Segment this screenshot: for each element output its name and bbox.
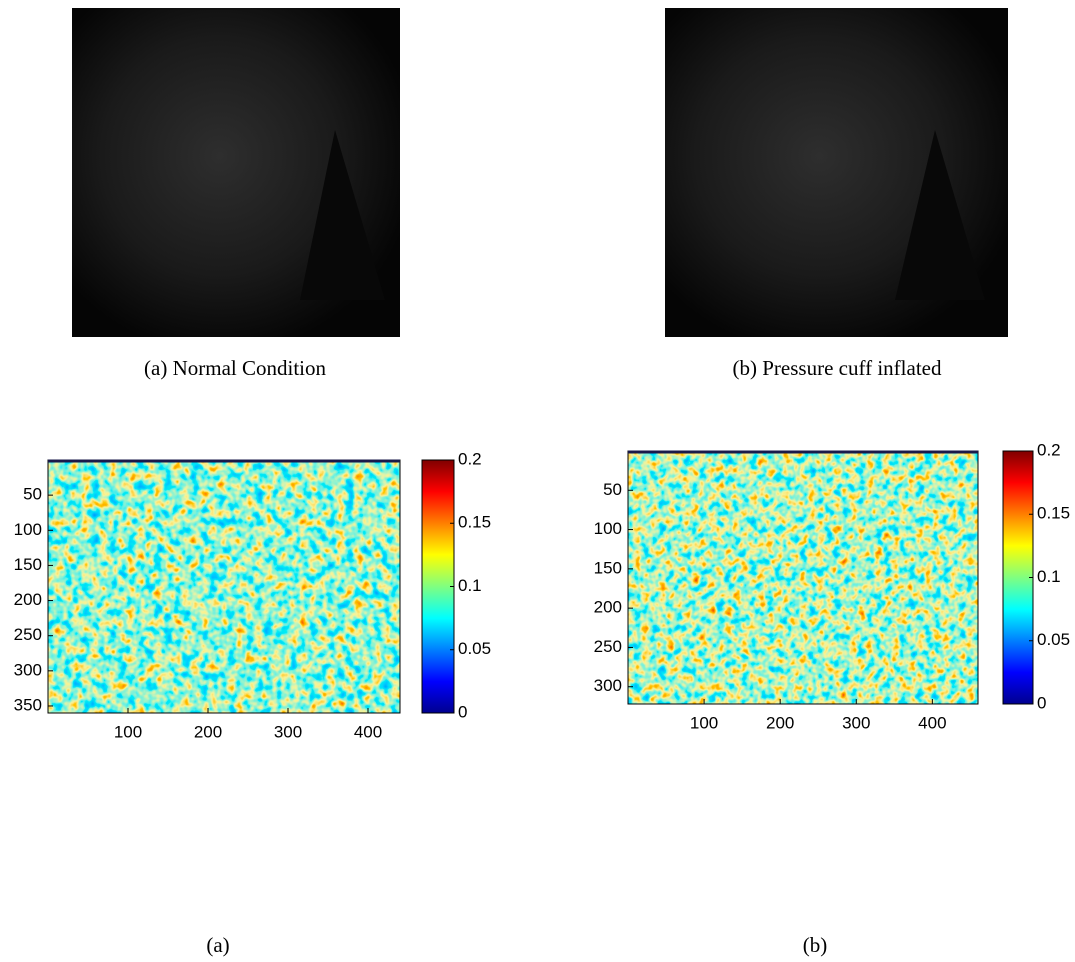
x-tick-label: 400	[354, 722, 382, 741]
colorbar-tick-label: 0	[458, 702, 467, 721]
chart-caption: (a)	[206, 933, 229, 957]
heatmap-image	[628, 451, 978, 704]
y-tick-label: 100	[14, 520, 42, 539]
y-tick-label: 200	[14, 590, 42, 609]
colorbar-tick-label: 0.1	[458, 576, 482, 595]
colorbar-tick-label: 0.15	[458, 513, 491, 532]
y-tick-label: 300	[594, 676, 622, 695]
colorbar-tick-label: 0.2	[1037, 440, 1061, 459]
y-tick-label: 50	[23, 485, 42, 504]
x-tick-label: 300	[274, 722, 302, 741]
y-tick-label: 100	[594, 519, 622, 538]
x-tick-label: 300	[842, 713, 870, 732]
y-tick-label: 250	[14, 625, 42, 644]
photo-caption: (a) Normal Condition	[144, 356, 326, 380]
x-tick-label: 100	[114, 722, 142, 741]
photo-shadow	[895, 130, 985, 300]
y-tick-label: 50	[603, 480, 622, 499]
colorbar-tick-label: 0.05	[1037, 630, 1070, 649]
colorbar-tick-label: 0.2	[458, 449, 482, 468]
y-tick-label: 150	[14, 555, 42, 574]
chart-caption: (b)	[803, 933, 828, 957]
photo-caption: (b) Pressure cuff inflated	[733, 356, 942, 380]
y-tick-label: 250	[594, 637, 622, 656]
y-tick-label: 200	[594, 598, 622, 617]
x-tick-label: 100	[690, 713, 718, 732]
y-tick-label: 350	[14, 695, 42, 714]
colorbar	[421, 459, 455, 714]
heatmap-image	[48, 460, 400, 713]
y-tick-label: 300	[14, 660, 42, 679]
colorbar-tick-label: 0.1	[1037, 567, 1061, 586]
y-tick-label: 150	[594, 558, 622, 577]
colorbar-tick-label: 0	[1037, 693, 1046, 712]
photo-shadow	[300, 130, 385, 300]
colorbar	[1002, 450, 1034, 705]
x-tick-label: 200	[194, 722, 222, 741]
colorbar-tick-label: 0.15	[1037, 504, 1070, 523]
x-tick-label: 200	[766, 713, 794, 732]
colorbar-tick-label: 0.05	[458, 639, 491, 658]
x-tick-label: 400	[918, 713, 946, 732]
